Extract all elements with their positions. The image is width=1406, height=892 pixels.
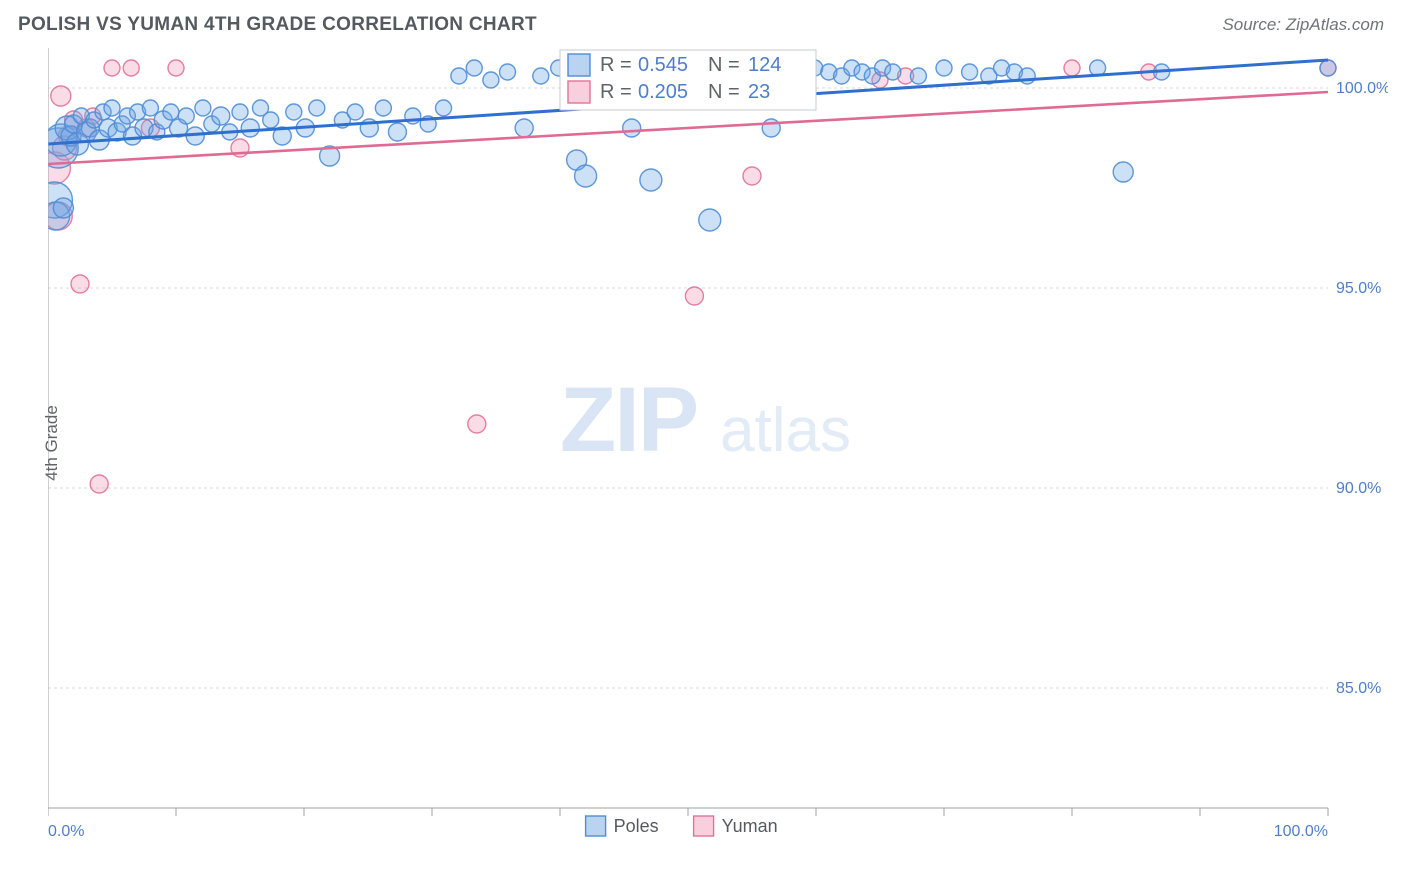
poles-point [962, 64, 978, 80]
y-tick-label: 90.0% [1336, 480, 1381, 497]
poles-point [286, 104, 302, 120]
chart-header: POLISH VS YUMAN 4TH GRADE CORRELATION CH… [0, 0, 1406, 38]
poles-point [163, 104, 179, 120]
stats-N-label: N = [708, 81, 740, 103]
correlation-scatter-chart: ZIP atlas 85.0% 90.0% 95.0% 100.0% 0.0% 100.0% R… [48, 48, 1388, 838]
poles-point [1320, 60, 1336, 76]
poles-point [885, 64, 901, 80]
poles-point [388, 123, 406, 141]
yuman-point [123, 60, 139, 76]
yuman-point [685, 287, 703, 305]
poles-point [451, 68, 467, 84]
poles-point [533, 68, 549, 84]
poles-point [53, 198, 73, 218]
stats-R-value: 0.545 [638, 54, 688, 76]
poles-point [483, 72, 499, 88]
poles-point [212, 107, 230, 125]
poles-point [575, 165, 597, 187]
stats-N-label: N = [708, 54, 740, 76]
source-label: Source: ZipAtlas.com [1222, 15, 1384, 35]
yuman-point [104, 60, 120, 76]
chart-title: POLISH VS YUMAN 4TH GRADE CORRELATION CH… [18, 14, 537, 36]
poles-point [104, 100, 120, 116]
watermark-light: atlas [720, 396, 851, 465]
stats-swatch [568, 54, 590, 76]
poles-point [309, 100, 325, 116]
stats-N-value: 124 [748, 54, 781, 76]
y-tick-label: 95.0% [1336, 280, 1381, 297]
stats-R-label: R = [600, 81, 632, 103]
poles-point [515, 119, 533, 137]
yuman-point [71, 275, 89, 293]
poles-point [623, 119, 641, 137]
yuman-point [168, 60, 184, 76]
yuman-point [468, 415, 486, 433]
poles-point [178, 108, 194, 124]
poles-point [263, 112, 279, 128]
legend-label: Yuman [722, 816, 778, 836]
stats-N-value: 23 [748, 81, 770, 103]
stats-swatch [568, 81, 590, 103]
poles-point [375, 100, 391, 116]
y-tick-label: 100.0% [1336, 80, 1388, 97]
poles-point [500, 64, 516, 80]
stats-R-value: 0.205 [638, 81, 688, 103]
watermark-bold: ZIP [560, 369, 697, 471]
yuman-point [1064, 60, 1080, 76]
yuman-point [743, 167, 761, 185]
poles-point [466, 60, 482, 76]
legend-swatch [694, 816, 714, 836]
poles-point [436, 100, 452, 116]
x-tick-label: 100.0% [1274, 823, 1328, 838]
poles-point [699, 209, 721, 231]
y-axis-label: 4th Grade [42, 405, 62, 481]
legend-swatch [586, 816, 606, 836]
poles-point [1113, 162, 1133, 182]
stats-R-label: R = [600, 54, 632, 76]
poles-point [241, 119, 259, 137]
y-tick-label: 85.0% [1336, 680, 1381, 697]
legend-label: Poles [614, 816, 659, 836]
poles-point [910, 68, 926, 84]
poles-point [195, 100, 211, 116]
poles-point [347, 104, 363, 120]
x-tick-label: 0.0% [48, 823, 84, 838]
yuman-point [90, 475, 108, 493]
poles-point [640, 169, 662, 191]
chart-container: 4th Grade ZIPatlas85.0%90.0%95.0%100.0%0… [48, 48, 1388, 838]
poles-point [936, 60, 952, 76]
poles-point [232, 104, 248, 120]
yuman-point [51, 86, 71, 106]
